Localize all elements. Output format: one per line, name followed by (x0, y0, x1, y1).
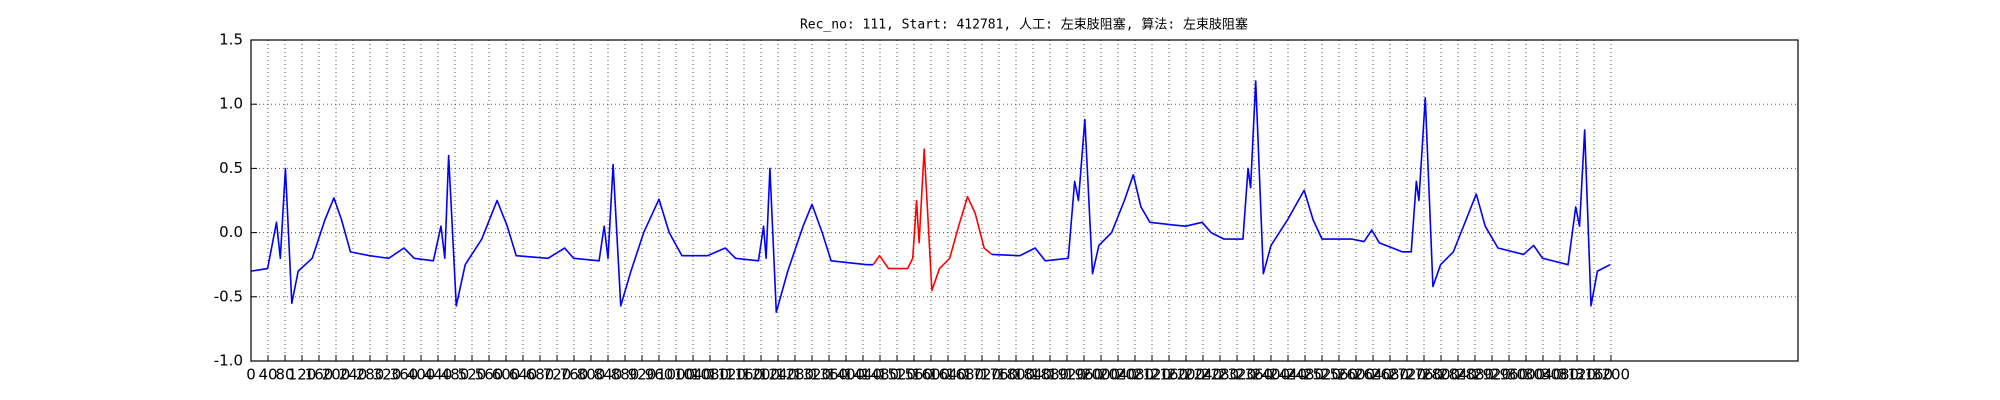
x-tick-label: 2560 (1320, 366, 1358, 384)
x-tick-label: 2120 (1133, 366, 1171, 384)
x-tick-label: 1120 (708, 366, 746, 384)
x-tick-label: 1920 (1048, 366, 1086, 384)
x-tick-label: 200 (322, 366, 351, 384)
x-tick-label: 1440 (844, 366, 882, 384)
x-tick-label: 1680 (946, 366, 984, 384)
x-tick-label: 2400 (1252, 366, 1290, 384)
x-tick-label: 1560 (895, 366, 933, 384)
x-tick-label: 2840 (1439, 366, 1477, 384)
y-tick-label: -0.5 (214, 287, 243, 305)
x-tick-label: 120 (288, 366, 317, 384)
x-tick-label: 3120 (1558, 366, 1596, 384)
x-tick-label: 1000 (657, 366, 695, 384)
x-tick-label: 240 (339, 366, 368, 384)
x-tick-label: 0 (246, 366, 256, 384)
x-tick-label: 640 (509, 366, 538, 384)
y-tick-label: 0.5 (219, 159, 243, 177)
x-tick-label: 1720 (963, 366, 1001, 384)
x-tick-label: 2480 (1286, 366, 1324, 384)
x-tick-label: 440 (424, 366, 453, 384)
x-tick-label: 280 (356, 366, 385, 384)
x-tick-label: 840 (594, 366, 623, 384)
x-tick-label: 600 (492, 366, 521, 384)
x-tick-label: 920 (628, 366, 657, 384)
x-tick-label: 3000 (1507, 366, 1545, 384)
x-tick-label: 2280 (1201, 366, 1239, 384)
x-tick-label: 1360 (810, 366, 848, 384)
x-tick-label: 1640 (929, 366, 967, 384)
x-tick-label: 760 (560, 366, 589, 384)
x-tick-label: 2760 (1405, 366, 1443, 384)
x-tick-label: 2080 (1116, 366, 1154, 384)
x-tick-label: 320 (373, 366, 402, 384)
x-tick-label: 1240 (759, 366, 797, 384)
x-tick-label: 1600 (912, 366, 950, 384)
x-tick-label: 2920 (1473, 366, 1511, 384)
x-tick-label: 40 (258, 366, 277, 384)
x-tick-label: 2000 (1082, 366, 1120, 384)
x-tick-label: 1160 (725, 366, 763, 384)
x-tick-label: 520 (458, 366, 487, 384)
x-tick-label: 1480 (861, 366, 899, 384)
x-tick-label: 2960 (1490, 366, 1528, 384)
x-tick-label: 3160 (1575, 366, 1613, 384)
x-tick-label: 2800 (1422, 366, 1460, 384)
x-tick-label: 3040 (1524, 366, 1562, 384)
x-tick-label: 880 (611, 366, 640, 384)
x-tick-label: 2160 (1150, 366, 1188, 384)
signal-line (872, 148, 993, 292)
x-tick-label: 1320 (793, 366, 831, 384)
x-tick-label: 2440 (1269, 366, 1307, 384)
y-tick-label: 1.5 (219, 31, 243, 49)
x-tick-label: 2720 (1388, 366, 1426, 384)
x-tick-label: 1800 (997, 366, 1035, 384)
x-tick-label: 2200 (1167, 366, 1205, 384)
y-tick-label: 0.0 (219, 223, 243, 241)
x-tick-label: 2360 (1235, 366, 1273, 384)
x-tick-label: 1200 (742, 366, 780, 384)
y-tick-label: -1.0 (214, 352, 243, 370)
x-tick-label: 1280 (776, 366, 814, 384)
x-tick-label: 560 (475, 366, 504, 384)
x-tick-label: 160 (305, 366, 334, 384)
x-tick-label: 3200 (1592, 366, 1630, 384)
x-tick-label: 720 (543, 366, 572, 384)
x-tick-label: 400 (407, 366, 436, 384)
x-tick-label: 1880 (1031, 366, 1069, 384)
x-tick-label: 2320 (1218, 366, 1256, 384)
x-tick-label: 680 (526, 366, 555, 384)
x-tick-label: 80 (275, 366, 294, 384)
x-tick-label: 2240 (1184, 366, 1222, 384)
x-tick-label: 1520 (878, 366, 916, 384)
x-tick-label: 480 (441, 366, 470, 384)
signal-line (991, 80, 1611, 307)
x-tick-label: 1080 (691, 366, 729, 384)
x-tick-label: 1400 (827, 366, 865, 384)
x-tick-label: 1760 (980, 366, 1018, 384)
x-tick-label: 1960 (1065, 366, 1103, 384)
x-tick-label: 2880 (1456, 366, 1494, 384)
x-tick-label: 360 (390, 366, 419, 384)
x-tick-label: 2520 (1303, 366, 1341, 384)
x-tick-label: 2600 (1337, 366, 1375, 384)
x-tick-label: 960 (645, 366, 674, 384)
chart-title: Rec_no: 111, Start: 412781, 人工: 左束肢阻塞, 算… (800, 17, 1248, 33)
x-tick-label: 2040 (1099, 366, 1137, 384)
x-tick-label: 800 (577, 366, 606, 384)
signal-line (250, 154, 874, 314)
x-tick-label: 2680 (1371, 366, 1409, 384)
y-tick-label: 1.0 (219, 95, 243, 113)
x-tick-label: 2640 (1354, 366, 1392, 384)
plot-frame (250, 39, 1799, 362)
x-tick-label: 1040 (674, 366, 712, 384)
x-tick-label: 3080 (1541, 366, 1579, 384)
x-tick-label: 1840 (1014, 366, 1052, 384)
